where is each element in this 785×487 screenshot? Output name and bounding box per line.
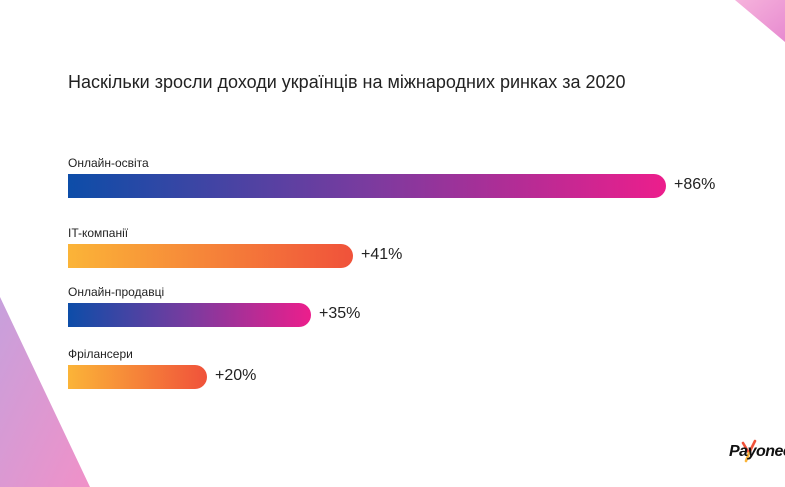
bar-category-label: Онлайн-освіта bbox=[68, 156, 149, 170]
bar bbox=[68, 365, 207, 389]
bar bbox=[68, 303, 311, 327]
payoneer-logo: Payoneer bbox=[729, 443, 785, 460]
bar-category-label: Онлайн-продавці bbox=[68, 285, 165, 299]
bar-value-label: +35% bbox=[319, 305, 361, 322]
bar-value-label: +86% bbox=[674, 176, 716, 193]
decor-triangle-top-right bbox=[735, 0, 785, 42]
bar-value-label: +20% bbox=[215, 367, 257, 384]
bar bbox=[68, 244, 353, 268]
chart-title: Наскільки зросли доходи українців на між… bbox=[68, 72, 626, 92]
bar-category-label: IT-компанії bbox=[68, 226, 129, 240]
bar-category-label: Фрілансери bbox=[68, 347, 133, 361]
bar-value-label: +41% bbox=[361, 246, 403, 263]
payoneer-logo-mark bbox=[741, 439, 757, 463]
bar bbox=[68, 174, 666, 198]
decor-triangle-bottom-left bbox=[0, 297, 90, 487]
